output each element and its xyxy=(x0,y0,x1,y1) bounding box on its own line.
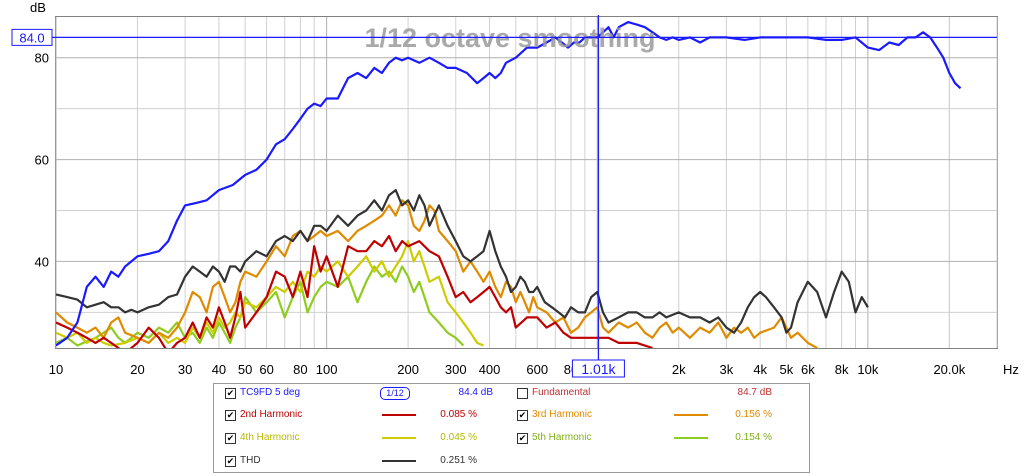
x-tick-label: 200 xyxy=(397,362,419,377)
cursor-x-readout: 1.01k xyxy=(581,361,616,377)
cursor[interactable]: 84.0 1.01k xyxy=(11,15,997,378)
x-tick-label: 20 xyxy=(130,362,144,377)
x-tick-label: 300 xyxy=(445,362,467,377)
legend-value: 0.085 % xyxy=(440,409,477,420)
legend-checkbox[interactable]: ✔ xyxy=(225,388,236,399)
smoothing-button[interactable]: 1/12 xyxy=(380,387,410,400)
plot-border xyxy=(55,16,998,349)
x-tick-label: 6k xyxy=(801,362,815,377)
legend-value: 0.156 % xyxy=(735,409,772,420)
legend-row-4th-harmonic[interactable]: ✔ 4th Harmonic 0.045 % xyxy=(225,431,477,445)
legend-line-swatch xyxy=(382,460,416,462)
grid xyxy=(55,17,998,348)
legend-row-5th-harmonic[interactable]: ✔ 5th Harmonic 0.154 % xyxy=(517,431,772,445)
y-axis-label: dB xyxy=(30,0,46,15)
legend-line-swatch xyxy=(674,414,708,416)
cursor-x-readout-box xyxy=(571,359,625,378)
y-tick-label: 80 xyxy=(35,51,49,66)
x-tick-label: 20.0k xyxy=(933,362,965,377)
legend-value: 84.4 dB xyxy=(458,387,493,398)
legend-name: TC9FD 5 deg xyxy=(240,387,301,398)
x-tick-label: 3k xyxy=(720,362,734,377)
x-tick-label: 10 xyxy=(49,362,63,377)
x-tick-label: 50 xyxy=(238,362,252,377)
series-line-2nd-harmonic xyxy=(56,234,653,348)
legend-checkbox[interactable]: ✔ xyxy=(225,433,236,444)
x-tick-label: 600 xyxy=(526,362,548,377)
legend-row-fundamental[interactable]: Fundamental 84.7 dB xyxy=(517,386,772,400)
legend-value: 0.045 % xyxy=(440,432,477,443)
legend-checkbox[interactable]: ✔ xyxy=(517,433,528,444)
x-tick-label: 5k xyxy=(780,362,794,377)
legend-row-measurement[interactable]: ✔ TC9FD 5 deg 1/12 84.4 dB xyxy=(225,386,493,400)
y-tick-label: 60 xyxy=(35,153,49,168)
x-tick-label: 30 xyxy=(178,362,192,377)
cursor-y-readout: 84.0 xyxy=(19,30,44,45)
legend-checkbox[interactable] xyxy=(517,388,528,399)
legend-value: 0.251 % xyxy=(440,455,477,466)
legend-line-swatch xyxy=(382,437,416,439)
x-tick-label: 10k xyxy=(857,362,878,377)
smoothing-num: 1 xyxy=(386,388,392,398)
smoothing-den: 12 xyxy=(393,388,404,398)
x-tick-label: 2k xyxy=(672,362,686,377)
legend-checkbox[interactable]: ✔ xyxy=(517,410,528,421)
x-tick-label: 60 xyxy=(259,362,273,377)
x-tick-label: 4k xyxy=(753,362,767,377)
legend-name: 3rd Harmonic xyxy=(532,409,593,420)
legend-value: 0.154 % xyxy=(735,432,772,443)
chart: 10 20 30 40 50 60 80 100 200 300 400 600 80 2k 3k 4k 5k 6… xyxy=(11,0,1019,378)
legend-name: THD xyxy=(240,455,261,466)
legend-name: Fundamental xyxy=(532,387,591,398)
legend-checkbox[interactable]: ✔ xyxy=(225,410,236,421)
x-tick-label: 80 xyxy=(293,362,307,377)
legend-name: 2nd Harmonic xyxy=(240,409,303,420)
legend-row-3rd-harmonic[interactable]: ✔ 3rd Harmonic 0.156 % xyxy=(517,408,772,422)
legend-line-swatch xyxy=(382,414,416,416)
legend-row-thd[interactable]: ✔ THD 0.251 % xyxy=(225,454,477,468)
x-axis-unit: Hz xyxy=(1003,362,1019,377)
x-tick-label: 400 xyxy=(479,362,501,377)
tick-labels: 10 20 30 40 50 60 80 100 200 300 400 600 80 2k 3k 4k 5k 6… xyxy=(35,51,966,377)
cursor-y-readout-box xyxy=(11,28,53,46)
legend: ✔ TC9FD 5 deg 1/12 84.4 dB Fundamental 8… xyxy=(213,383,810,473)
legend-line-swatch xyxy=(674,437,708,439)
series-line-thd xyxy=(56,189,869,334)
x-tick-label: 8k xyxy=(835,362,849,377)
legend-name: 5th Harmonic xyxy=(532,432,592,443)
legend-name: 4th Harmonic xyxy=(240,432,300,443)
x-tick-label: 40 xyxy=(212,362,226,377)
series-line-3rd-harmonic xyxy=(56,199,818,348)
x-tick-label: 100 xyxy=(316,362,338,377)
legend-value: 84.7 dB xyxy=(737,387,772,398)
y-tick-label: 40 xyxy=(35,254,49,269)
legend-row-2nd-harmonic[interactable]: ✔ 2nd Harmonic 0.085 % xyxy=(225,408,477,422)
legend-checkbox[interactable]: ✔ xyxy=(225,456,236,467)
